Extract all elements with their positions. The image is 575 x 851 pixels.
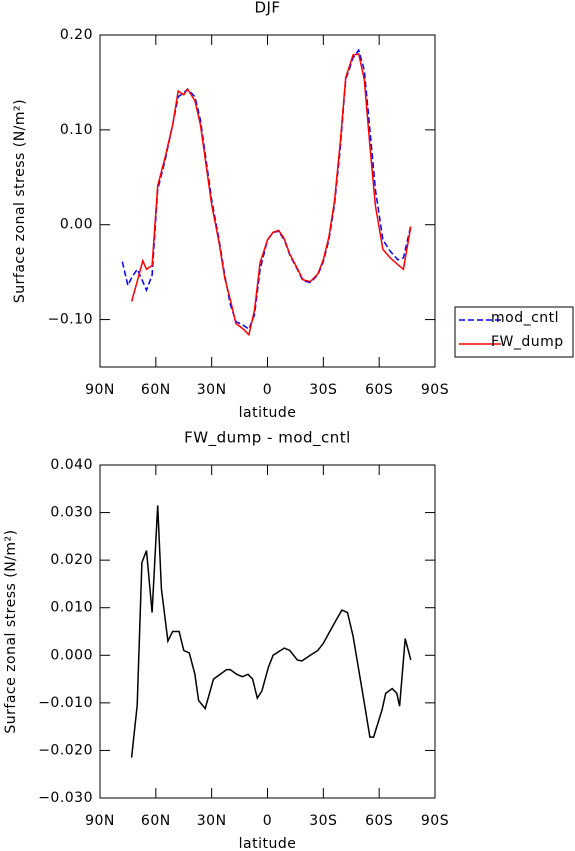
x-tick-label: 60N bbox=[141, 813, 171, 829]
x-tick-label: 90N bbox=[85, 813, 115, 829]
legend-box bbox=[454, 306, 574, 358]
plot-frame bbox=[99, 34, 436, 368]
chart-title: FW_dump - mod_cntl bbox=[184, 429, 351, 448]
x-tick-label: 30S bbox=[309, 382, 337, 398]
y-tick-label: 0.20 bbox=[60, 27, 93, 43]
x-axis-label: latitude bbox=[239, 836, 297, 851]
y-tick-label: 0.010 bbox=[50, 600, 93, 616]
y-tick-label: −0.10 bbox=[48, 312, 93, 328]
x-tick-label: 90N bbox=[85, 382, 115, 398]
x-tick-label: 60S bbox=[365, 813, 393, 829]
series-line bbox=[121, 48, 412, 331]
y-tick-label: 0.10 bbox=[60, 122, 93, 138]
y-tick-label: 0.020 bbox=[50, 552, 93, 568]
y-axis-label: Surface zonal stress (N/m²) bbox=[12, 99, 28, 303]
x-tick-label: 30N bbox=[197, 382, 227, 398]
x-tick-label: 30S bbox=[309, 813, 337, 829]
y-axis-label: Surface zonal stress (N/m²) bbox=[3, 529, 19, 733]
x-tick-label: 30N bbox=[197, 813, 227, 829]
legend-label: mod_cntl bbox=[491, 310, 559, 326]
x-tick-label: 90S bbox=[421, 813, 449, 829]
y-tick-label: −0.020 bbox=[38, 742, 93, 758]
x-tick-label: 0 bbox=[263, 813, 272, 829]
y-tick-label: 0.040 bbox=[50, 457, 93, 473]
chart-title: DJF bbox=[254, 0, 280, 17]
series-line bbox=[130, 53, 412, 337]
series-line bbox=[130, 505, 412, 758]
x-tick-label: 60S bbox=[365, 382, 393, 398]
x-tick-label: 0 bbox=[263, 382, 272, 398]
y-tick-label: 0.030 bbox=[50, 505, 93, 521]
x-axis-label: latitude bbox=[239, 405, 297, 421]
plot-frame bbox=[99, 464, 436, 799]
legend-label: FW_dump bbox=[491, 334, 564, 350]
y-tick-label: −0.010 bbox=[38, 695, 93, 711]
y-tick-label: 0.000 bbox=[50, 647, 93, 663]
x-tick-label: 60N bbox=[141, 382, 171, 398]
x-tick-label: 90S bbox=[421, 382, 449, 398]
y-tick-label: −0.030 bbox=[38, 790, 93, 806]
y-tick-label: 0.00 bbox=[60, 217, 93, 233]
